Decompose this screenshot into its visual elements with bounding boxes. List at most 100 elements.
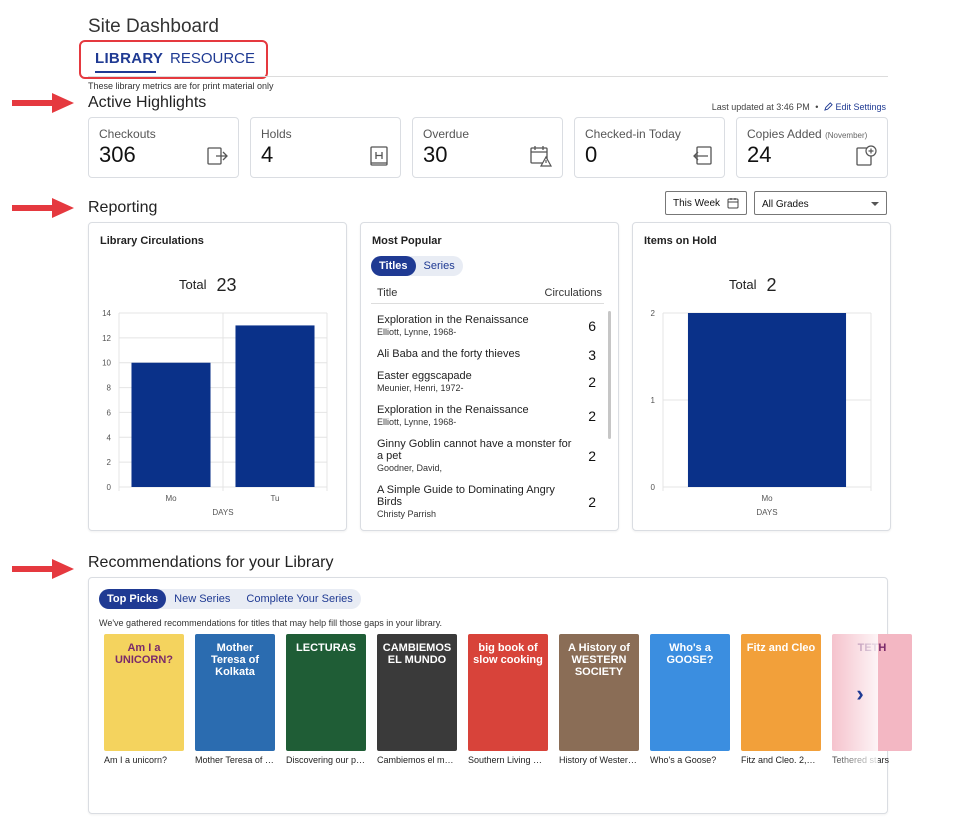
book-card[interactable]: LECTURAS Discovering our past : a history…	[286, 634, 366, 766]
y-tick-label: 4	[107, 433, 112, 442]
stat-card-checkouts[interactable]: Checkouts 306	[88, 117, 239, 178]
y-tick-label: 2	[651, 309, 656, 318]
chevron-right-icon[interactable]: ›	[856, 681, 864, 706]
list-item[interactable]: A Simple Guide to Dominating Angry Birds…	[377, 484, 602, 519]
book-card[interactable]: CAMBIEMOS EL MUNDO Cambiemos el mundo :…	[377, 634, 457, 766]
card-title: Most Popular	[372, 235, 442, 247]
tab-titles[interactable]: Titles	[371, 256, 416, 276]
date-range-picker[interactable]: This Week	[665, 191, 747, 215]
grade-select-value: All Grades	[762, 199, 809, 210]
stat-card-copies-added[interactable]: Copies Added (November) 24	[736, 117, 888, 178]
separator-dot: •	[815, 102, 819, 112]
hold-book-icon	[370, 146, 388, 166]
stat-card-overdue[interactable]: Overdue 30	[412, 117, 563, 178]
tab-divider	[88, 76, 888, 77]
book-title[interactable]: Mother Teresa of Kolkata : Saint…	[195, 755, 275, 765]
book-title[interactable]: Cambiemos el mundo :…	[377, 755, 457, 765]
book-cover[interactable]: Fitz and Cleo	[741, 634, 821, 751]
book-cover[interactable]: LECTURAS	[286, 634, 366, 751]
book-title[interactable]: History of Western Society…	[559, 755, 639, 765]
items-on-hold-card: Items on Hold Total 2 0 1 2 Mo DAYS	[632, 222, 891, 531]
book-card[interactable]: A History of WESTERN SOCIETY History of W…	[559, 634, 639, 766]
circulations-total: Total 23	[179, 273, 237, 295]
tab-new-series[interactable]: New Series	[174, 593, 231, 605]
header-divider	[371, 303, 604, 304]
recommendations-card: Top Picks New Series Complete Your Serie…	[88, 577, 912, 814]
tab-top-picks[interactable]: Top Picks	[99, 589, 167, 609]
carousel-fade	[828, 630, 878, 785]
book-card[interactable]: Am I a UNICORN? Am I a unicorn?	[104, 634, 184, 766]
book-title[interactable]: Who's a Goose?	[650, 755, 717, 765]
list-item[interactable]: Easter eggscapade Meunier, Henri, 1972- …	[377, 370, 602, 393]
recommendations-heading: Recommendations for your Library	[88, 554, 334, 571]
last-updated: Last updated at 3:46 PM • Edit Settings	[712, 102, 886, 112]
overdue-calendar-icon	[530, 146, 553, 167]
book-cover[interactable]: Who's a GOOSE?	[650, 634, 730, 751]
list-item[interactable]: Exploration in the Renaissance Elliott, …	[377, 314, 602, 337]
print-material-note: These library metrics are for print mate…	[88, 81, 274, 91]
book-title: Ali Baba and the forty thieves	[377, 348, 521, 360]
most-popular-card: Most Popular Titles Series Title Circula…	[360, 222, 619, 531]
recommendation-tabs: Top Picks New Series Complete Your Serie…	[99, 589, 361, 609]
book-card[interactable]: big book of slow cooking Southern Living …	[468, 634, 548, 766]
total-label: Total	[179, 277, 207, 292]
tab-library[interactable]: LIBRARY	[95, 50, 164, 67]
book-cover-text: Who's a GOOSE?	[666, 642, 714, 666]
book-card[interactable]: Mother Teresa of Kolkata Mother Teresa of…	[195, 634, 275, 766]
book-card[interactable]: Who's a GOOSE? Who's a Goose?	[650, 634, 730, 766]
book-cover[interactable]: Mother Teresa of Kolkata	[195, 634, 275, 751]
holds-bar-chart: 0 1 2 Mo DAYS	[651, 309, 872, 517]
arrow-annotation-icon	[12, 198, 74, 218]
y-tick-label: 8	[107, 384, 112, 393]
list-item[interactable]: Ali Baba and the forty thieves 3	[377, 347, 602, 363]
y-tick-label: 12	[102, 334, 111, 343]
book-cover-text: LECTURAS	[296, 642, 356, 654]
page-title: Site Dashboard	[88, 16, 219, 37]
stat-label: Copies Added (November)	[747, 127, 867, 141]
stat-label: Overdue	[423, 127, 470, 141]
stat-label: Holds	[261, 127, 292, 141]
chevron-down-icon	[871, 202, 879, 206]
book-author: Goodner, David,	[377, 463, 443, 473]
book-title: Easter eggscapade	[377, 370, 472, 382]
book-card[interactable]: Fitz and Cleo Fitz and Cleo. 2,Fitz and C…	[741, 634, 821, 766]
circulation-count: 6	[588, 318, 596, 334]
book-author: Christy Parrish	[377, 509, 437, 519]
book-cover[interactable]: big book of slow cooking	[468, 634, 548, 751]
book-cover[interactable]: CAMBIEMOS EL MUNDO	[377, 634, 457, 751]
book-title[interactable]: Am I a unicorn?	[104, 755, 168, 765]
stat-value: 0	[585, 142, 598, 167]
book-title[interactable]: Southern Living Big Book of Slo…	[468, 755, 548, 765]
scrollbar[interactable]	[608, 311, 611, 439]
y-tick-label: 2	[107, 458, 112, 467]
book-cover[interactable]: A History of WESTERN SOCIETY	[559, 634, 639, 751]
active-highlights-heading: Active Highlights	[88, 94, 207, 111]
library-circulations-card: Library Circulations Total 23 0 2 4 6 8 10 12 14…	[88, 222, 347, 531]
y-tick-label: 14	[102, 309, 111, 318]
stat-label-month: (November)	[825, 131, 868, 140]
x-tick-label: Tu	[270, 494, 279, 503]
tab-resource[interactable]: RESOURCE	[170, 50, 256, 67]
stat-value: 4	[261, 142, 274, 167]
book-title[interactable]: Fitz and Cleo. 2,Fitz and Cleo…	[741, 755, 821, 765]
card-title: Items on Hold	[644, 235, 717, 247]
y-tick-label: 10	[102, 359, 111, 368]
x-tick-label: Mo	[165, 494, 177, 503]
x-axis-label: DAYS	[212, 508, 233, 517]
book-cover-text: Am I a UNICORN?	[114, 642, 174, 666]
list-item[interactable]: Ginny Goblin cannot have a monster for a…	[377, 438, 602, 473]
grade-select[interactable]: All Grades	[754, 191, 887, 215]
column-header-circulations: Circulations	[544, 287, 602, 299]
add-copy-icon	[856, 145, 877, 166]
stat-card-holds[interactable]: Holds 4	[250, 117, 401, 178]
circulation-count: 2	[588, 448, 596, 464]
stat-card-checked-in[interactable]: Checked-in Today 0	[574, 117, 725, 178]
book-cover-text: CAMBIEMOS EL MUNDO	[382, 642, 452, 666]
book-title[interactable]: Discovering our past : a history …	[286, 755, 366, 765]
edit-settings-link[interactable]: Edit Settings	[824, 102, 886, 112]
tab-complete-series[interactable]: Complete Your Series	[246, 593, 353, 605]
holds-total: Total 2	[729, 273, 776, 295]
list-item[interactable]: Exploration in the Renaissance Elliott, …	[377, 404, 602, 427]
book-cover[interactable]: Am I a UNICORN?	[104, 634, 184, 751]
tab-series[interactable]: Series	[423, 260, 455, 272]
